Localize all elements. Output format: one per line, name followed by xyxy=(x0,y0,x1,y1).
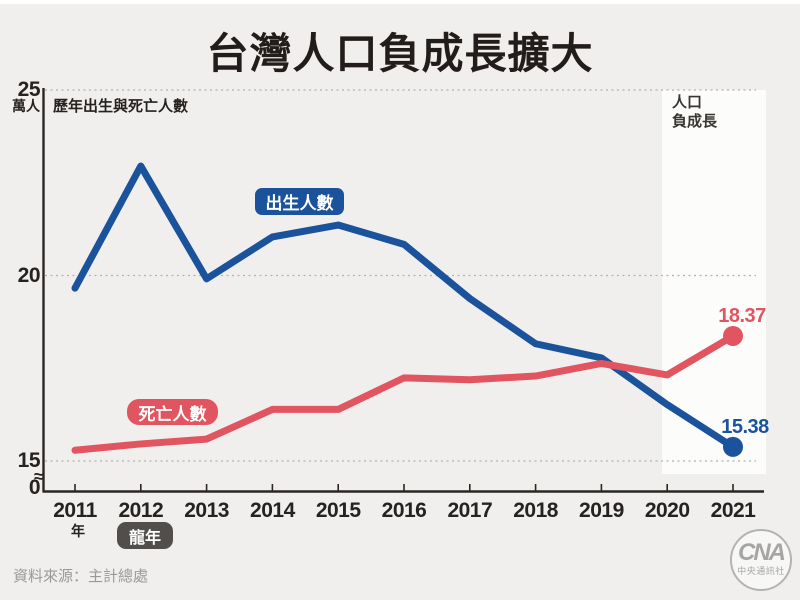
cna-logo-text: CNA xyxy=(738,539,786,566)
series-line-死亡人數 xyxy=(71,332,737,454)
x-axis-label-2014: 2014 xyxy=(250,499,295,522)
x-axis-label-2019: 2019 xyxy=(579,499,624,522)
y-axis-unit-label: 萬人 xyxy=(12,98,40,114)
deaths-series-badge: 死亡人數 xyxy=(127,399,218,425)
top-border xyxy=(0,0,800,4)
x-axis-label-2018: 2018 xyxy=(513,499,558,522)
y-axis-label-15: 15 xyxy=(17,449,41,472)
source-credit: 資料來源：主計總處 xyxy=(13,568,149,585)
negative-growth-label-line1: 人口 xyxy=(672,94,703,111)
y-axis-label-0: 0 xyxy=(28,476,41,499)
year-suffix-label: 年 xyxy=(71,523,85,539)
dragon-year-badge: 龍年 xyxy=(117,522,173,549)
axis-break-symbol: ≈ xyxy=(34,467,44,486)
x-axis-label-2015: 2015 xyxy=(315,499,361,522)
series-line-出生人數 xyxy=(71,162,737,451)
chart-subtitle: 歷年出生與死亡人數 xyxy=(53,98,189,115)
x-axis-label-2013: 2013 xyxy=(184,499,229,522)
series-endpoint-出生人數 xyxy=(723,436,743,457)
x-axis-label-2011: 2011 xyxy=(53,499,97,522)
cna-logo-subtext: 中央通訊社 xyxy=(737,566,785,576)
x-axis-label-2017: 2017 xyxy=(447,499,493,522)
page-title: 台灣人口負成長擴大 xyxy=(206,30,594,77)
series-endpoint-死亡人數 xyxy=(723,325,743,346)
x-axis-label-2021: 2021 xyxy=(710,499,756,522)
births-end-value: 15.38 xyxy=(721,416,769,438)
x-axis-label-2016: 2016 xyxy=(381,499,427,522)
y-axis-label-25: 25 xyxy=(17,78,41,101)
y-axis-label-20: 20 xyxy=(17,263,41,287)
cna-logo: CNA 中央通訊社 xyxy=(730,529,792,591)
negative-growth-label-line2: 負成長 xyxy=(672,113,718,130)
x-axis-label-2020: 2020 xyxy=(644,499,690,522)
births-series-badge: 出生人數 xyxy=(255,188,344,215)
negative-growth-label: 人口 負成長 xyxy=(672,93,717,131)
deaths-end-value: 18.37 xyxy=(718,305,766,327)
x-axis-label-2012: 2012 xyxy=(118,499,164,522)
